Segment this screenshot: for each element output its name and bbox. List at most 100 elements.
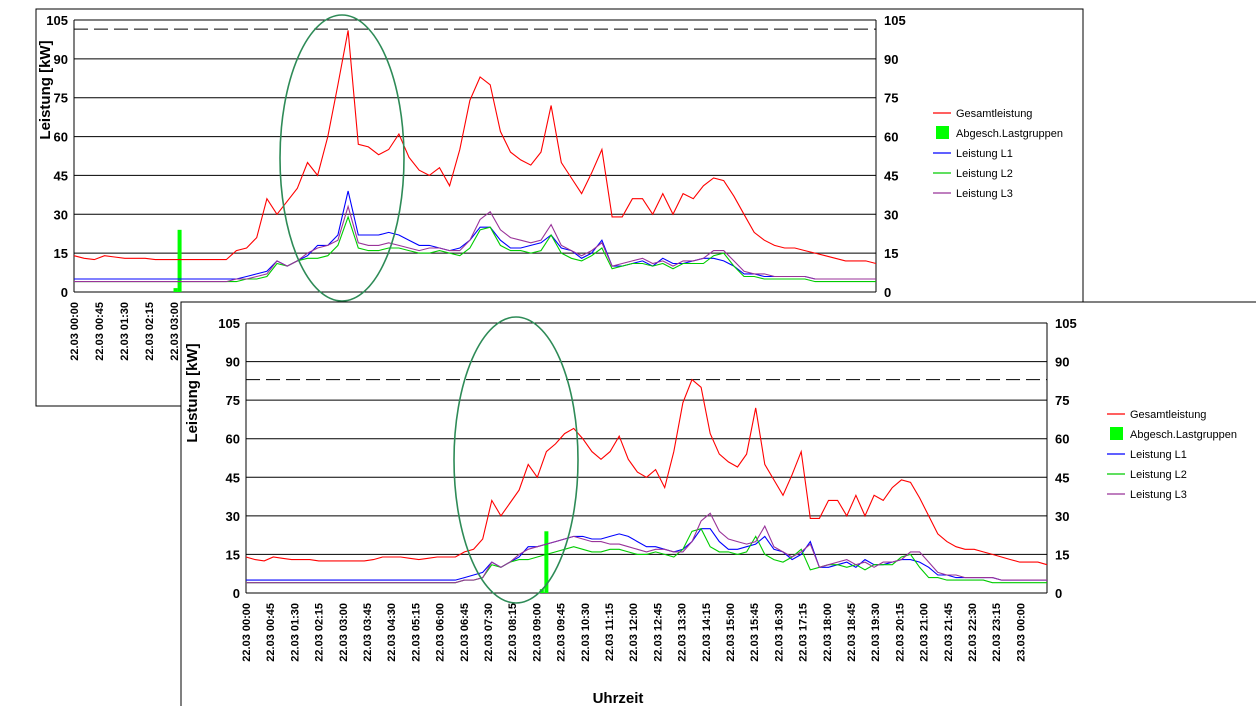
x-tick-label: 22.03 18:00	[822, 603, 834, 662]
y-tick-label-left: 60	[54, 130, 68, 145]
chart-2-x-axis-title: Uhrzeit	[593, 690, 644, 706]
x-tick-label: 22.03 00:00	[69, 302, 81, 361]
x-tick-label: 22.03 14:15	[701, 603, 713, 662]
y-tick-label-left: 15	[226, 547, 240, 562]
chart-1-grid	[73, 19, 877, 293]
y-tick-label-left: 30	[54, 207, 68, 222]
x-tick-label: 22.03 23:15	[991, 603, 1003, 662]
y-tick-label-right: 30	[884, 207, 898, 222]
chart-2-y-ticks-left: 0 15 30 45 60 75 90 105	[218, 316, 240, 601]
x-tick-label: 23.03 00:00	[1015, 603, 1027, 662]
y-tick-label-left: 90	[226, 355, 240, 370]
series-line-leistung-l3	[74, 204, 876, 283]
chart-2-y-axis-title: Leistung [kW]	[184, 343, 201, 442]
chart-2-y-ticks-right: 0 15 30 45 60 75 90 105	[1055, 316, 1077, 601]
x-tick-label: 22.03 03:00	[338, 603, 350, 662]
legend-entry: Leistung L1	[956, 148, 1013, 160]
x-tick-label: 22.03 06:00	[435, 603, 447, 662]
x-tick-label: 22.03 20:15	[894, 603, 906, 662]
x-tick-label: 22.03 07:30	[483, 603, 495, 662]
x-tick-label: 22.03 21:00	[919, 603, 931, 662]
y-tick-label-right: 15	[1055, 547, 1069, 562]
x-tick-label: 22.03 00:45	[265, 603, 277, 662]
y-tick-label-left: 75	[54, 91, 68, 106]
x-tick-label: 22.03 09:00	[531, 603, 543, 662]
y-tick-label-right: 0	[1055, 586, 1062, 601]
chart-2-x-ticks: 22.03 00:00 22.03 00:45 22.03 01:30 22.03 0…	[241, 603, 1027, 662]
x-tick-label: 22.03 06:45	[459, 603, 471, 662]
y-tick-label-left: 75	[226, 393, 240, 408]
chart-1-bars	[173, 229, 182, 292]
x-tick-label: 22.03 17:15	[798, 603, 810, 662]
x-tick-label: 22.03 01:30	[289, 603, 301, 662]
series-line-gesamtleistung	[245, 378, 1048, 566]
x-tick-label: 22.03 01:30	[119, 302, 131, 361]
series-line-leistung-l3	[246, 512, 1047, 584]
y-tick-label-left: 90	[54, 52, 68, 67]
y-tick-label-right: 0	[884, 285, 891, 300]
x-tick-label: 22.03 03:45	[362, 603, 374, 662]
legend-entry: Leistung L3	[1130, 489, 1187, 501]
chart-2: 0 15 30 45 60 75 90 105 0 15 30 45 60 75 90 105 22.03 …	[180, 301, 1256, 706]
shed-load-bar	[177, 229, 182, 292]
chart-1-legend: Gesamtleistung Abgesch.Lastgruppen Leistun…	[933, 108, 1063, 200]
x-tick-label: 22.03 09:45	[556, 603, 568, 662]
y-tick-label-left: 105	[46, 13, 68, 28]
chart-1-highlight-ellipse	[279, 14, 405, 302]
legend-entry: Leistung L3	[956, 188, 1013, 200]
chart-2-legend: Gesamtleistung Abgesch.Lastgruppen Leistun…	[1107, 409, 1237, 501]
x-tick-label: 22.03 15:45	[749, 603, 761, 662]
x-tick-label: 22.03 22:30	[967, 603, 979, 662]
y-tick-label-left: 30	[226, 509, 240, 524]
x-tick-label: 22.03 16:30	[773, 603, 785, 662]
legend-entry: Leistung L2	[956, 168, 1013, 180]
series-line-leistung-l1	[246, 528, 1047, 581]
x-tick-label: 22.03 21:45	[943, 603, 955, 662]
y-tick-label-left: 45	[54, 168, 68, 183]
y-tick-label-right: 45	[1055, 470, 1069, 485]
y-tick-label-right: 105	[884, 13, 906, 28]
legend-entry: Leistung L1	[1130, 449, 1187, 461]
y-tick-label-left: 0	[233, 586, 240, 601]
chart-1-y-ticks-left: 0 15 30 45 60 75 90 105	[46, 13, 68, 300]
x-tick-label: 22.03 11:15	[604, 603, 616, 661]
y-tick-label-right: 45	[884, 168, 898, 183]
chart-2-series	[245, 378, 1048, 584]
chart-1-x-ticks: 22.03 00:00 22.03 00:45 22.03 01:30 22.03 0…	[69, 302, 181, 361]
y-tick-label-right: 75	[1055, 393, 1069, 408]
legend-entry: Abgesch.Lastgruppen	[956, 128, 1063, 140]
x-tick-label: 22.03 05:15	[410, 603, 422, 662]
y-tick-label-left: 105	[218, 316, 240, 331]
y-tick-label-right: 15	[884, 246, 898, 261]
x-tick-label: 22.03 12:00	[628, 603, 640, 662]
series-line-leistung-l1	[74, 190, 876, 280]
x-tick-label: 22.03 03:00	[169, 302, 181, 361]
y-tick-label-left: 45	[226, 470, 240, 485]
x-tick-label: 22.03 15:00	[725, 603, 737, 662]
chart-2-frame	[180, 301, 1256, 706]
x-tick-label: 22.03 12:45	[652, 603, 664, 662]
x-tick-label: 22.03 02:15	[144, 302, 156, 361]
chart-1-series	[73, 30, 877, 283]
chart-1-y-ticks-right: 0 15 30 45 60 75 90 105	[884, 13, 906, 300]
y-tick-label-right: 30	[1055, 509, 1069, 524]
shed-load-bar	[544, 531, 549, 593]
y-tick-label-right: 60	[884, 130, 898, 145]
legend-entry: Abgesch.Lastgruppen	[1130, 429, 1237, 441]
x-tick-label: 22.03 13:30	[677, 603, 689, 662]
y-tick-label-right: 90	[884, 52, 898, 67]
chart-1-y-axis-title: Leistung [kW]	[37, 40, 54, 139]
y-tick-label-right: 90	[1055, 355, 1069, 370]
shed-load-bar	[173, 288, 178, 292]
x-tick-label: 22.03 00:45	[94, 302, 106, 361]
chart-2-highlight-ellipse	[453, 316, 579, 604]
x-tick-label: 22.03 10:30	[580, 603, 592, 662]
legend-entry: Gesamtleistung	[956, 108, 1032, 120]
x-tick-label: 22.03 08:15	[507, 603, 519, 662]
y-tick-label-right: 105	[1055, 316, 1077, 331]
x-tick-label: 22.03 02:15	[314, 603, 326, 662]
y-tick-label-left: 60	[226, 432, 240, 447]
x-tick-label: 22.03 00:00	[241, 603, 253, 662]
y-tick-label-left: 15	[54, 246, 68, 261]
